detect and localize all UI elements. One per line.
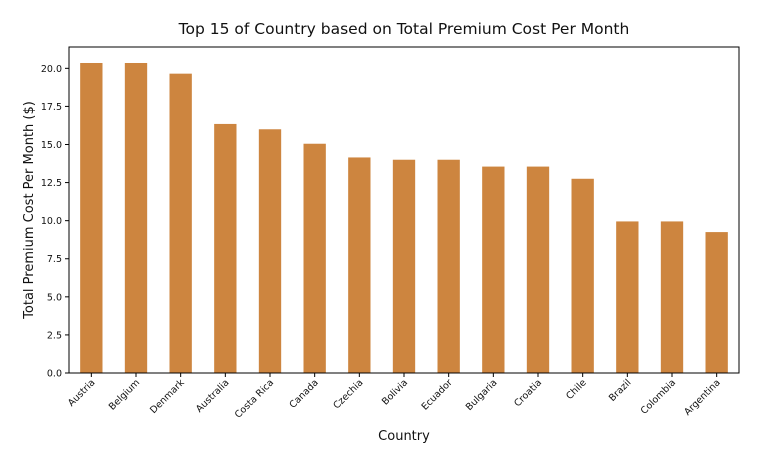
y-tick-label: 2.5 — [47, 330, 62, 341]
x-tick-label: Ecuador — [420, 377, 455, 412]
x-axis: Austria Belgium Denmark Australia Costa Rica… — [66, 373, 723, 421]
bar-austria — [80, 62, 103, 373]
x-tick-label: Colombia — [639, 377, 678, 416]
y-tick-label: 0.0 — [47, 369, 62, 380]
x-tick-label: Bulgaria — [464, 377, 500, 413]
x-tick-label: Austria — [66, 377, 98, 409]
y-tick-label: 5.0 — [47, 292, 62, 303]
y-tick-label: 20.0 — [41, 64, 62, 75]
y-tick-label: 15.0 — [41, 140, 62, 151]
x-tick-label: Denmark — [148, 377, 187, 416]
bar-bolivia — [392, 159, 416, 373]
x-tick-label: Australia — [194, 377, 231, 414]
bar-belgium — [124, 62, 148, 373]
y-axis: 0.0 2.5 5.0 7.5 10.0 12.5 15.0 17.5 20.0 — [41, 64, 69, 380]
y-tick-label: 7.5 — [47, 254, 62, 265]
x-tick-label: Czechia — [331, 377, 365, 411]
bar-chile — [571, 178, 594, 373]
bar-australia — [214, 123, 237, 374]
x-tick-label: Brazil — [607, 377, 634, 404]
bar-denmark — [169, 73, 192, 374]
x-tick-label: Argentina — [682, 377, 723, 418]
x-tick-label: Canada — [287, 377, 320, 410]
bars-group — [80, 62, 728, 374]
bar-bulgaria — [482, 166, 505, 373]
bar-brazil — [616, 221, 639, 373]
bar-croatia — [526, 166, 550, 373]
x-tick-label: Chile — [564, 377, 589, 402]
x-tick-label: Costa Rica — [233, 377, 276, 420]
bar-canada — [303, 143, 326, 373]
x-tick-label: Belgium — [107, 377, 142, 412]
bar-colombia — [660, 221, 684, 373]
bar-costa-rica — [258, 129, 282, 373]
y-tick-label: 10.0 — [41, 216, 62, 227]
bar-czechia — [348, 157, 371, 373]
x-tick-label: Croatia — [512, 377, 544, 409]
x-tick-label: Bolivia — [380, 377, 410, 407]
y-tick-label: 12.5 — [41, 178, 62, 189]
y-axis-label: Total Premium Cost Per Month ($) — [22, 101, 37, 320]
chart-title: Top 15 of Country based on Total Premium… — [178, 20, 630, 38]
y-tick-label: 17.5 — [41, 102, 62, 113]
bar-ecuador — [437, 159, 460, 373]
x-axis-label: Country — [378, 429, 430, 444]
bar-argentina — [705, 232, 728, 373]
